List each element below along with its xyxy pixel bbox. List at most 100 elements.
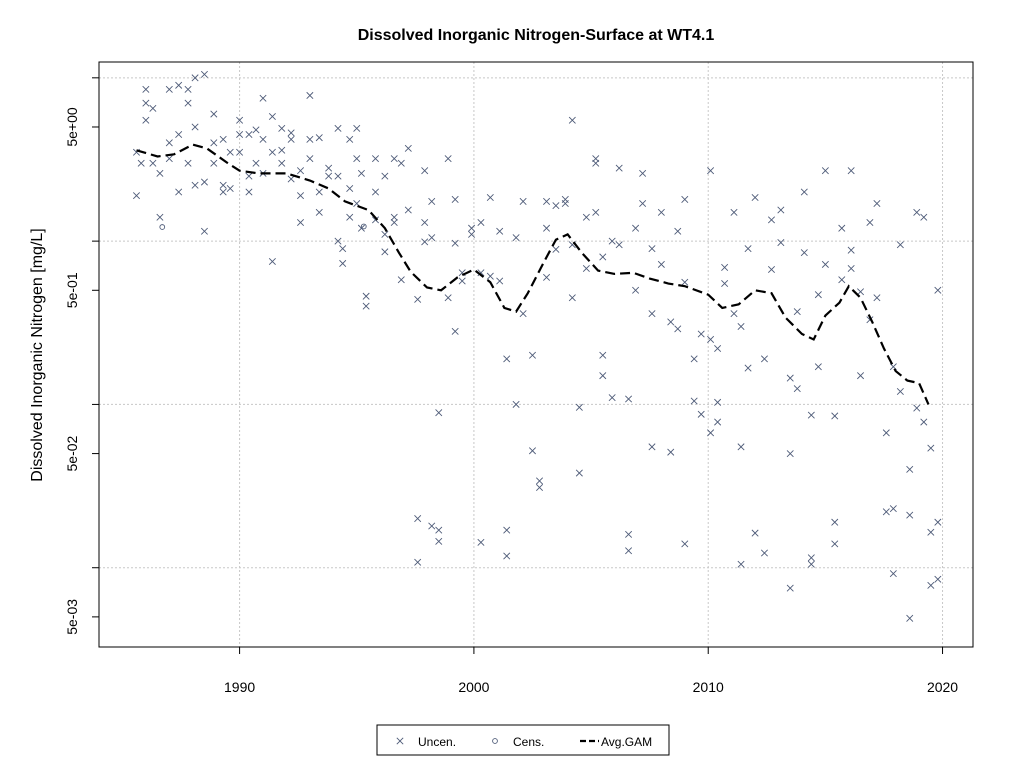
point — [175, 188, 183, 196]
point — [200, 227, 208, 235]
point — [296, 192, 305, 200]
point — [697, 410, 705, 418]
point — [175, 81, 183, 89]
point — [268, 258, 276, 266]
point — [535, 483, 544, 492]
point — [414, 558, 422, 566]
point — [681, 540, 689, 548]
point — [934, 575, 942, 583]
legend-label: Cens. — [513, 735, 544, 749]
point — [397, 159, 405, 167]
point — [777, 239, 785, 247]
point — [245, 130, 253, 138]
point — [200, 70, 208, 78]
point — [315, 188, 323, 196]
point — [632, 286, 640, 294]
point — [142, 99, 150, 107]
point — [847, 246, 855, 254]
point — [451, 195, 459, 203]
point — [592, 208, 600, 216]
legend: Uncen. Cens. Avg.GAM — [376, 724, 670, 756]
point — [496, 227, 504, 235]
point — [582, 264, 590, 272]
point — [371, 155, 380, 163]
point — [252, 159, 260, 167]
point — [730, 310, 738, 318]
chart-title: Dissolved Inorganic Nitrogen-Surface at … — [358, 27, 715, 44]
point — [381, 172, 389, 180]
y-tick-label: 5e-02 — [64, 435, 80, 471]
point — [184, 85, 192, 93]
point — [353, 155, 361, 163]
point — [838, 276, 846, 284]
point — [512, 400, 520, 408]
point — [896, 387, 904, 396]
point — [435, 526, 443, 534]
y-tick-label: 5e-03 — [64, 599, 80, 635]
point — [793, 385, 801, 393]
point — [477, 269, 485, 277]
point — [814, 291, 822, 299]
point — [896, 241, 904, 249]
point — [444, 155, 452, 163]
point — [866, 219, 874, 227]
point — [414, 515, 422, 523]
point — [184, 159, 192, 167]
point — [287, 175, 295, 183]
point — [428, 197, 436, 205]
point — [219, 135, 227, 143]
point — [927, 444, 935, 452]
point — [934, 286, 942, 294]
point — [486, 193, 494, 202]
point — [857, 288, 865, 296]
point — [625, 395, 633, 403]
point — [744, 245, 752, 253]
point — [278, 124, 286, 132]
point — [807, 560, 815, 568]
point — [381, 230, 389, 238]
point — [599, 253, 607, 261]
point — [737, 322, 745, 331]
point — [793, 308, 801, 316]
point — [906, 465, 914, 473]
point — [278, 159, 286, 167]
point — [625, 530, 633, 538]
point — [786, 584, 794, 592]
point — [353, 124, 361, 132]
point — [730, 208, 738, 216]
y-tick-label: 5e-01 — [64, 272, 80, 308]
point — [346, 213, 354, 221]
point — [599, 351, 607, 359]
point — [690, 397, 698, 405]
legend-box — [376, 724, 670, 756]
point — [236, 148, 244, 156]
point — [760, 355, 768, 363]
point — [690, 355, 698, 363]
x-tick-label: 2000 — [458, 679, 489, 695]
point — [721, 263, 729, 271]
point — [751, 529, 759, 537]
point — [296, 167, 305, 175]
point — [777, 206, 785, 214]
point — [821, 260, 829, 268]
point — [165, 155, 173, 163]
point — [362, 292, 370, 300]
point — [831, 540, 839, 548]
point — [751, 193, 759, 202]
point — [913, 404, 921, 412]
point — [786, 450, 794, 458]
x-tick-label: 2010 — [693, 679, 724, 695]
point — [800, 249, 808, 257]
point — [667, 448, 675, 456]
point — [831, 518, 839, 526]
legend-label: Uncen. — [418, 735, 456, 749]
point — [219, 181, 227, 189]
point — [519, 197, 527, 205]
point — [397, 276, 405, 284]
point — [599, 372, 607, 380]
point — [920, 213, 928, 221]
point — [210, 110, 218, 118]
point — [714, 398, 722, 406]
point — [278, 146, 286, 154]
